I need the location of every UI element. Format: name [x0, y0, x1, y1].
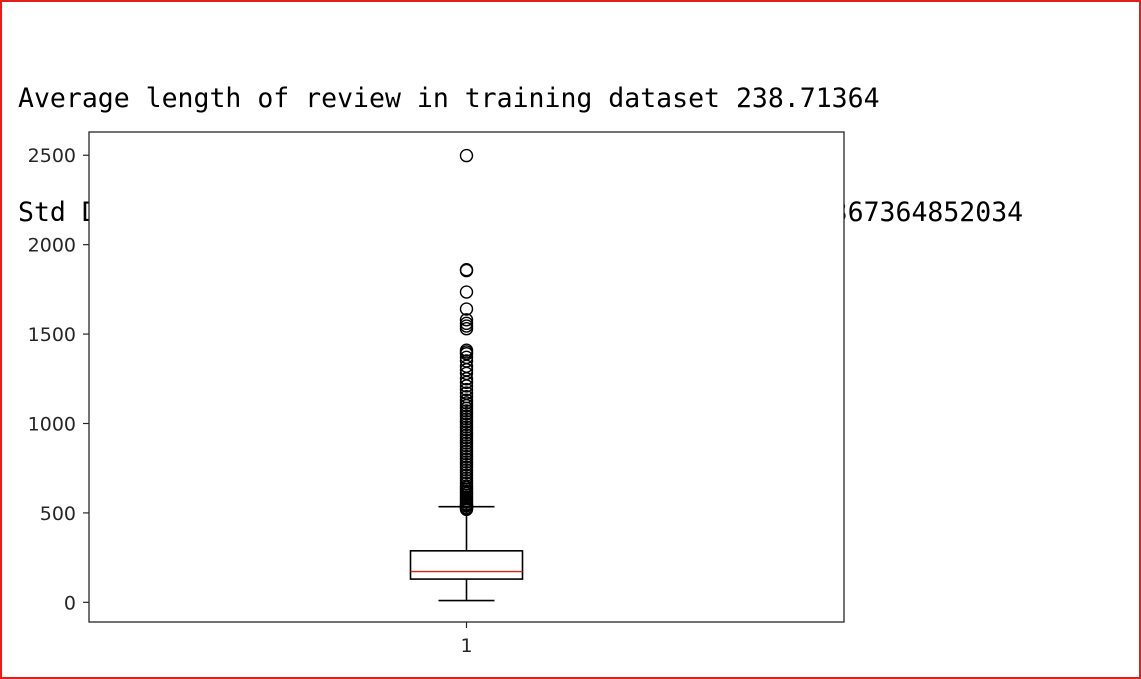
outlier-point	[459, 379, 474, 393]
y-tick-label: 500	[40, 503, 76, 525]
y-tick-label: 1500	[28, 324, 76, 346]
y-tick-label: 2500	[28, 145, 76, 167]
x-axis-ticks: 1	[460, 622, 473, 657]
outlier-point	[459, 372, 474, 386]
outlier-point	[459, 263, 474, 278]
y-axis-ticks: 0 500 1000 1500 2000 2500	[28, 145, 89, 614]
outlier-point	[459, 148, 474, 163]
y-tick-label: 2000	[28, 235, 76, 257]
outlier-point	[459, 313, 474, 327]
outlier-point	[459, 322, 474, 336]
y-tick-label: 0	[64, 592, 76, 614]
outlier-point	[459, 502, 474, 517]
outlier-point	[459, 382, 474, 397]
x-tick-label: 1	[460, 635, 472, 657]
y-tick-label: 1000	[28, 413, 76, 435]
outlier-point	[459, 285, 474, 299]
outlier-point	[459, 375, 474, 390]
interquartile-box	[409, 550, 524, 580]
average-length-line: Average length of review in training dat…	[18, 83, 880, 114]
outlier-point	[459, 302, 474, 316]
outlier-points	[459, 148, 474, 517]
